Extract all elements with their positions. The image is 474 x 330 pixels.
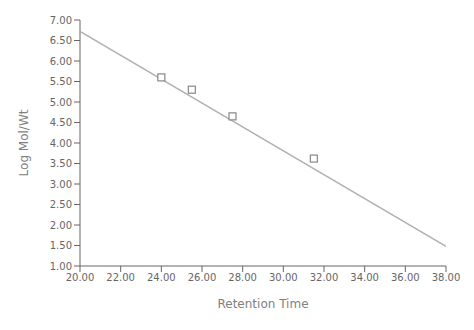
svg-text:36.00: 36.00 bbox=[391, 272, 420, 283]
svg-text:Log Mol/Wt: Log Mol/Wt bbox=[17, 109, 31, 176]
svg-text:Retention Time: Retention Time bbox=[217, 297, 308, 311]
svg-text:32.00: 32.00 bbox=[310, 272, 339, 283]
svg-text:4.50: 4.50 bbox=[50, 117, 72, 128]
svg-text:3.00: 3.00 bbox=[50, 179, 72, 190]
svg-text:26.00: 26.00 bbox=[188, 272, 217, 283]
svg-text:6.00: 6.00 bbox=[50, 56, 72, 67]
svg-text:1.00: 1.00 bbox=[50, 261, 72, 272]
svg-text:2.00: 2.00 bbox=[50, 220, 72, 231]
svg-text:22.00: 22.00 bbox=[106, 272, 135, 283]
svg-text:2.50: 2.50 bbox=[50, 199, 72, 210]
svg-text:30.00: 30.00 bbox=[269, 272, 298, 283]
svg-text:7.00: 7.00 bbox=[50, 15, 72, 26]
svg-text:34.00: 34.00 bbox=[350, 272, 379, 283]
svg-text:6.50: 6.50 bbox=[50, 35, 72, 46]
svg-text:28.00: 28.00 bbox=[228, 272, 257, 283]
svg-text:5.00: 5.00 bbox=[50, 97, 72, 108]
svg-text:20.00: 20.00 bbox=[66, 272, 95, 283]
svg-text:5.50: 5.50 bbox=[50, 76, 72, 87]
svg-text:1.50: 1.50 bbox=[50, 240, 72, 251]
svg-text:3.50: 3.50 bbox=[50, 158, 72, 169]
svg-text:38.00: 38.00 bbox=[432, 272, 461, 283]
svg-text:24.00: 24.00 bbox=[147, 272, 176, 283]
svg-text:4.00: 4.00 bbox=[50, 138, 72, 149]
